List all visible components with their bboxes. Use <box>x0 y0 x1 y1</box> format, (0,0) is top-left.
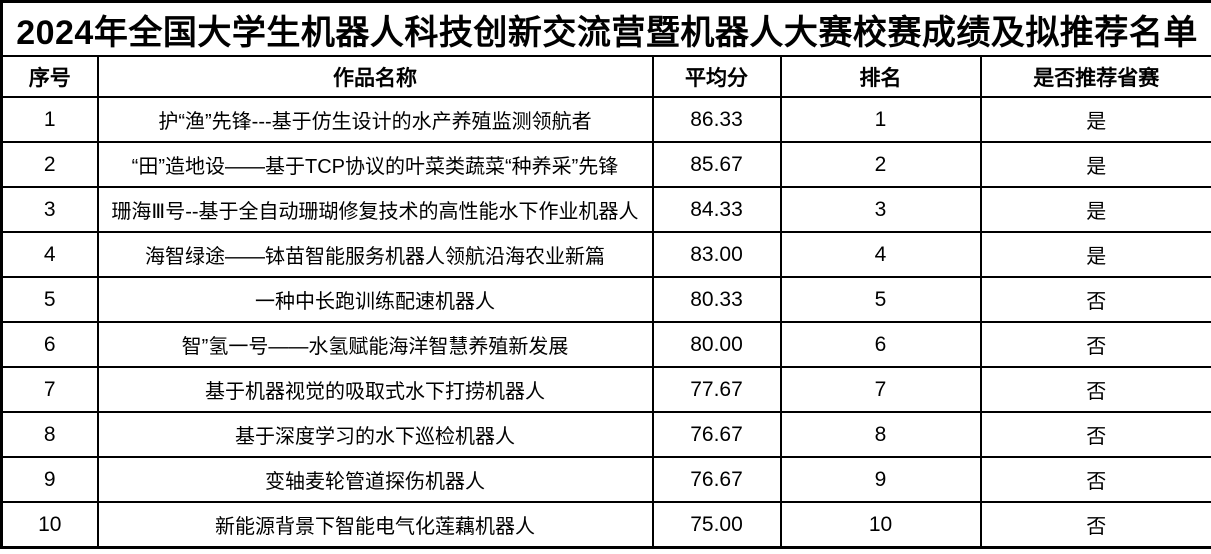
cell-recommend: 否 <box>979 321 1211 368</box>
cell-index: 8 <box>0 411 99 458</box>
page-title: 2024年全国大学生机器人科技创新交流营暨机器人大赛校赛成绩及拟推荐名单 <box>0 0 1211 57</box>
cell-name: 护“渔”先锋---基于仿生设计的水产养殖监测领航者 <box>96 96 654 143</box>
table-body: 1 护“渔”先锋---基于仿生设计的水产养殖监测领航者 86.33 1 是 2 … <box>0 96 1211 549</box>
col-header-rank: 排名 <box>779 55 982 98</box>
cell-average: 80.00 <box>651 321 782 368</box>
cell-rank: 7 <box>779 366 982 413</box>
table-row: 3 珊海Ⅲ号--基于全自动珊瑚修复技术的高性能水下作业机器人 84.33 3 是 <box>0 186 1211 233</box>
cell-name: “田”造地设——基于TCP协议的叶菜类蔬菜“种养采”先锋 <box>96 141 654 188</box>
cell-rank: 3 <box>779 186 982 233</box>
cell-index: 3 <box>0 186 99 233</box>
cell-rank: 5 <box>779 276 982 323</box>
col-header-name: 作品名称 <box>96 55 654 98</box>
cell-name: 基于深度学习的水下巡检机器人 <box>96 411 654 458</box>
cell-index: 9 <box>0 456 99 503</box>
cell-average: 76.67 <box>651 456 782 503</box>
cell-average: 76.67 <box>651 411 782 458</box>
cell-recommend: 否 <box>979 366 1211 413</box>
table-row: 6 智”氢一号——水氢赋能海洋智慧养殖新发展 80.00 6 否 <box>0 321 1211 368</box>
cell-average: 77.67 <box>651 366 782 413</box>
title-row: 2024年全国大学生机器人科技创新交流营暨机器人大赛校赛成绩及拟推荐名单 <box>0 0 1211 57</box>
cell-recommend: 是 <box>979 231 1211 278</box>
col-header-index: 序号 <box>0 55 99 98</box>
cell-index: 7 <box>0 366 99 413</box>
cell-index: 5 <box>0 276 99 323</box>
header-row: 序号 作品名称 平均分 排名 是否推荐省赛 <box>0 55 1211 98</box>
cell-rank: 10 <box>779 501 982 549</box>
cell-rank: 8 <box>779 411 982 458</box>
cell-rank: 1 <box>779 96 982 143</box>
cell-name: 海智绿途——钵苗智能服务机器人领航沿海农业新篇 <box>96 231 654 278</box>
cell-average: 85.67 <box>651 141 782 188</box>
cell-recommend: 是 <box>979 186 1211 233</box>
cell-name: 新能源背景下智能电气化莲藕机器人 <box>96 501 654 549</box>
table-row: 1 护“渔”先锋---基于仿生设计的水产养殖监测领航者 86.33 1 是 <box>0 96 1211 143</box>
cell-recommend: 否 <box>979 411 1211 458</box>
cell-recommend: 否 <box>979 276 1211 323</box>
cell-name: 珊海Ⅲ号--基于全自动珊瑚修复技术的高性能水下作业机器人 <box>96 186 654 233</box>
cell-rank: 4 <box>779 231 982 278</box>
table-row: 10 新能源背景下智能电气化莲藕机器人 75.00 10 否 <box>0 501 1211 549</box>
cell-name: 变轴麦轮管道探伤机器人 <box>96 456 654 503</box>
cell-rank: 2 <box>779 141 982 188</box>
col-header-average: 平均分 <box>651 55 782 98</box>
table-row: 5 一种中长跑训练配速机器人 80.33 5 否 <box>0 276 1211 323</box>
cell-average: 84.33 <box>651 186 782 233</box>
cell-index: 4 <box>0 231 99 278</box>
cell-recommend: 否 <box>979 456 1211 503</box>
cell-average: 83.00 <box>651 231 782 278</box>
table-row: 9 变轴麦轮管道探伤机器人 76.67 9 否 <box>0 456 1211 503</box>
cell-name: 基于机器视觉的吸取式水下打捞机器人 <box>96 366 654 413</box>
cell-rank: 9 <box>779 456 982 503</box>
cell-recommend: 是 <box>979 141 1211 188</box>
table-row: 7 基于机器视觉的吸取式水下打捞机器人 77.67 7 否 <box>0 366 1211 413</box>
cell-name: 智”氢一号——水氢赋能海洋智慧养殖新发展 <box>96 321 654 368</box>
cell-index: 1 <box>0 96 99 143</box>
cell-average: 75.00 <box>651 501 782 549</box>
cell-average: 86.33 <box>651 96 782 143</box>
cell-name: 一种中长跑训练配速机器人 <box>96 276 654 323</box>
cell-recommend: 是 <box>979 96 1211 143</box>
cell-rank: 6 <box>779 321 982 368</box>
col-header-recommend: 是否推荐省赛 <box>979 55 1211 98</box>
cell-index: 2 <box>0 141 99 188</box>
cell-index: 10 <box>0 501 99 549</box>
table-row: 8 基于深度学习的水下巡检机器人 76.67 8 否 <box>0 411 1211 458</box>
cell-average: 80.33 <box>651 276 782 323</box>
cell-recommend: 否 <box>979 501 1211 549</box>
table-row: 4 海智绿途——钵苗智能服务机器人领航沿海农业新篇 83.00 4 是 <box>0 231 1211 278</box>
cell-index: 6 <box>0 321 99 368</box>
table-row: 2 “田”造地设——基于TCP协议的叶菜类蔬菜“种养采”先锋 85.67 2 是 <box>0 141 1211 188</box>
